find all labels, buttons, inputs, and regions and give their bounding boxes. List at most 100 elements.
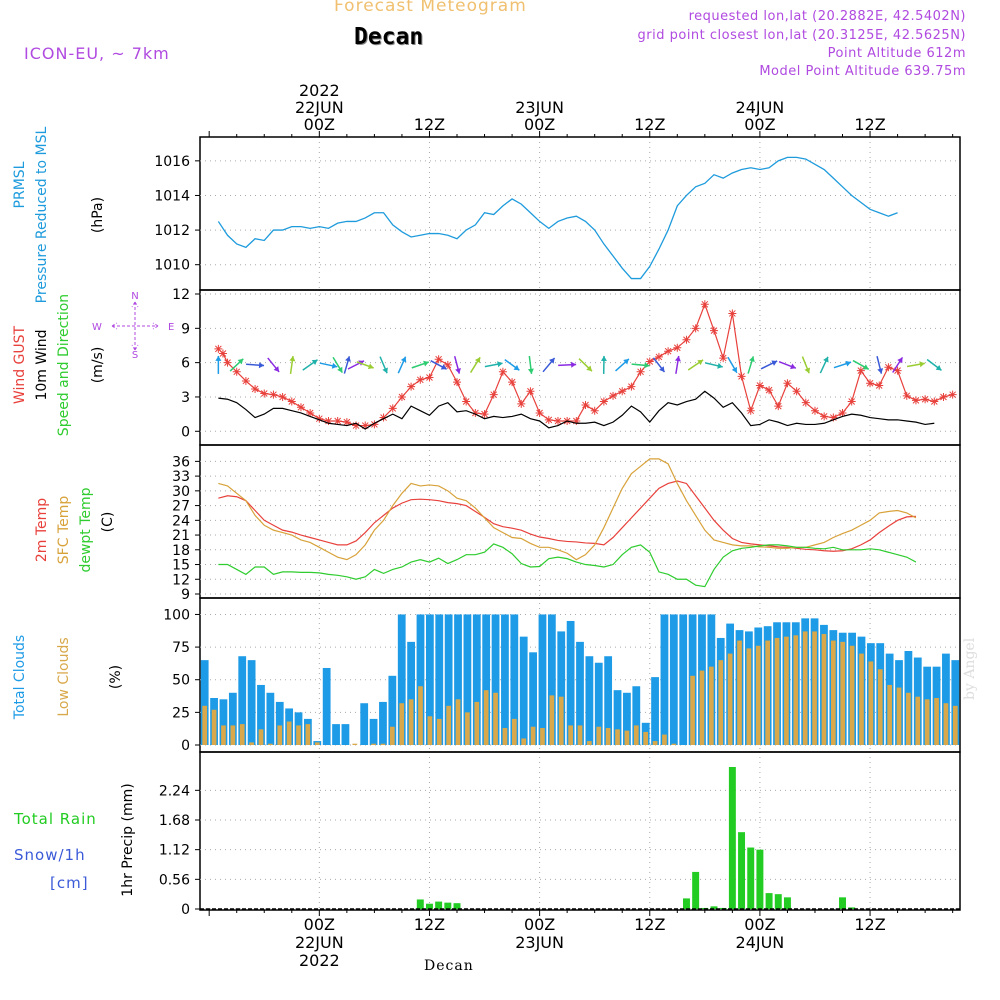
wind-direction-arrow <box>319 362 338 369</box>
total-clouds-bar <box>397 614 406 745</box>
snow-unit-legend: [cm] <box>50 874 89 892</box>
requested-coords: requested lon,lat (20.2882E, 42.5402N) <box>688 9 966 24</box>
low-clouds-bar <box>755 645 761 745</box>
gust-marker <box>361 421 370 430</box>
wind-direction-arrow <box>453 356 461 374</box>
clouds-unit: (%) <box>108 665 124 689</box>
wind-direction-arrow <box>397 356 407 374</box>
gust-marker <box>618 387 627 396</box>
low-clouds-bar <box>418 686 423 745</box>
total-clouds-bar <box>566 620 575 745</box>
wind-direction-arrow <box>892 356 904 373</box>
low-clouds-bar <box>427 716 433 745</box>
rain-bar <box>728 767 736 909</box>
gust-marker <box>278 392 287 401</box>
low-clouds-bar <box>371 743 376 745</box>
low-clouds-bar <box>896 687 902 745</box>
gust-marker <box>875 381 884 390</box>
rain-bar <box>710 906 718 909</box>
low-clouds-bar <box>221 725 226 745</box>
bottom-time-label: 22JUN <box>295 933 344 952</box>
pressure-line <box>217 156 898 280</box>
low-clouds-bar <box>859 653 864 745</box>
total-clouds-bar <box>332 724 340 745</box>
low-clouds-bar <box>483 690 489 745</box>
low-clouds-bar <box>737 640 742 745</box>
wind-direction-arrow <box>600 355 607 374</box>
total-clouds-bar <box>472 614 481 745</box>
low-clouds-bar <box>549 695 555 745</box>
gust-marker <box>480 410 489 419</box>
y-tick-label: 0 <box>181 902 190 918</box>
gust-marker <box>388 404 397 413</box>
bottom-time-label: 12Z <box>634 915 665 934</box>
gust-marker <box>572 416 581 425</box>
low-clouds-bar <box>558 696 564 745</box>
gust-marker <box>425 373 434 382</box>
total-clouds-bar <box>200 660 209 745</box>
compass-rose-icon <box>111 301 159 351</box>
gust-marker <box>544 415 553 424</box>
total-clouds-bar <box>942 653 950 745</box>
total-clouds-bar <box>585 656 594 745</box>
low-clouds-bar <box>633 725 639 745</box>
location-title: Decan <box>354 24 424 50</box>
gust-marker <box>407 382 416 391</box>
wind-direction-arrow <box>504 359 520 371</box>
total-clouds-bar <box>463 614 472 745</box>
temp-sfc-label: SFC Temp <box>56 496 72 565</box>
total-clouds-bar <box>623 692 631 745</box>
gust-marker <box>352 421 361 430</box>
wind-direction-arrow <box>332 356 343 374</box>
y-tick-label: 3 <box>181 390 190 406</box>
total-clouds-bar <box>388 675 397 745</box>
low-clouds-bar <box>474 701 480 745</box>
low-clouds-bar <box>305 724 311 745</box>
total-clouds-bar <box>519 636 528 745</box>
y-tick-label: 1016 <box>154 154 190 170</box>
low-clouds-bar <box>793 635 799 745</box>
low-clouds-bar <box>465 712 470 745</box>
rain-bar <box>756 849 764 909</box>
wind-direction-arrow <box>430 360 447 370</box>
gust-marker <box>397 392 406 401</box>
rain-bar <box>839 897 846 909</box>
low-clouds-bar <box>774 637 780 745</box>
gust-marker <box>838 408 847 417</box>
wind-direction-arrow <box>876 356 884 374</box>
low-clouds-label: Low Clouds <box>56 637 72 716</box>
total-clouds-bar <box>594 662 603 745</box>
bottom-time-label: 12Z <box>854 915 885 934</box>
low-clouds-bar <box>408 699 414 745</box>
total-clouds-bar <box>425 614 434 745</box>
gust-marker <box>700 300 709 309</box>
low-clouds-bar <box>906 692 911 745</box>
top-time-label: 2022 <box>299 81 340 100</box>
point-altitude: Point Altitude 612m <box>827 46 966 61</box>
gust-marker <box>774 402 783 411</box>
low-clouds-bar <box>812 631 817 745</box>
gust-marker <box>673 343 682 352</box>
temp-2m-label: 2m Temp <box>34 498 50 562</box>
low-clouds-bar <box>952 705 958 745</box>
total-clouds-bar <box>341 724 350 745</box>
top-time-label: 12Z <box>414 115 445 134</box>
total-clouds-bar <box>454 614 462 745</box>
top-time-label: 23JUN <box>515 98 564 117</box>
low-clouds-bar <box>596 726 602 745</box>
gust-marker <box>710 326 719 335</box>
model-point-altitude: Model Point Altitude 639.75m <box>759 64 966 79</box>
gust-marker <box>223 358 232 367</box>
low-clouds-bar <box>821 634 827 745</box>
y-tick-label: 9 <box>181 587 190 603</box>
rain-bar <box>435 901 443 909</box>
y-tick-label: 1012 <box>154 223 190 239</box>
y-tick-label: 0 <box>181 738 190 754</box>
total-clouds-bar <box>416 614 425 745</box>
gust-marker <box>801 398 810 407</box>
grid-point-coords: grid point closest lon,lat (20.3125E, 42… <box>637 28 966 43</box>
top-time-label: 00Z <box>744 115 775 134</box>
chart-title: Forecast Meteogram <box>334 0 527 16</box>
y-tick-label: 27 <box>172 499 190 515</box>
low-clouds-bar <box>784 636 789 745</box>
